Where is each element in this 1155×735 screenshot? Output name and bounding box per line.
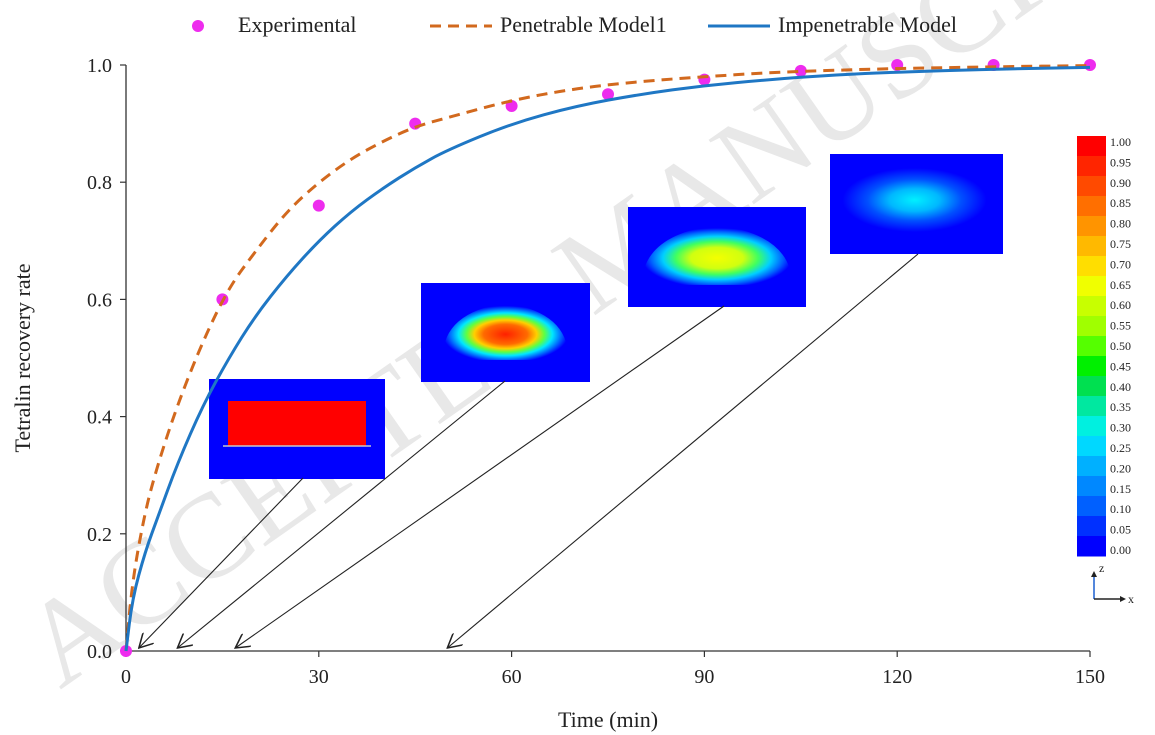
- triad-z-arrowhead: [1091, 571, 1097, 577]
- colorbar-cell: [1077, 276, 1106, 297]
- colorbar-label: 0.80: [1110, 217, 1131, 231]
- y-tick-label: 0.4: [87, 407, 112, 429]
- penetrable-model-line: [124, 64, 1091, 652]
- colorbar-label: 0.30: [1110, 421, 1131, 435]
- inset-snapshot-1: [209, 379, 385, 479]
- colorbar-label: 1.00: [1110, 135, 1131, 149]
- y-tick-label: 0.2: [87, 524, 112, 546]
- colorbar-cell: [1077, 316, 1106, 337]
- inset-snapshot-2: [421, 283, 590, 382]
- colorbar-cell: [1077, 376, 1106, 397]
- y-tick-label: 1.0: [87, 55, 112, 77]
- experimental-point: [312, 199, 325, 212]
- colorbar-cell: [1077, 336, 1106, 357]
- colorbar-label: 0.55: [1110, 319, 1131, 333]
- data-series: [120, 59, 1096, 657]
- x-tick-label: 60: [502, 666, 522, 688]
- inset-arrow: [177, 380, 506, 648]
- colorbar-cell: [1077, 236, 1106, 257]
- y-tick-label: 0.0: [87, 641, 112, 663]
- x-tick-label: 150: [1075, 666, 1105, 688]
- colorbar-label: 0.40: [1110, 380, 1131, 394]
- legend-label: Penetrable Model1: [500, 12, 667, 37]
- inset-concentration-band: [642, 225, 792, 285]
- legend-marker-experimental: [192, 20, 204, 32]
- inset-concentration-spot: [842, 168, 987, 232]
- colorbar: 1.00 0.95 0.90 0.85 0.80 0.75 0.70 0.65 0.60 0.55…: [1077, 135, 1134, 606]
- colorbar-label: 0.10: [1110, 502, 1131, 516]
- plot-axes: 0 30 60 90 120 150 0.0 0.2 0.4 0.6 0.8 1.0: [87, 55, 1105, 688]
- inset-snapshot-4: [830, 154, 1003, 254]
- impenetrable-model-line: [124, 65, 1091, 652]
- colorbar-label: 0.05: [1110, 523, 1131, 537]
- colorbar-cell: [1077, 516, 1106, 537]
- x-tick-label: 120: [882, 666, 912, 688]
- colorbar-cell: [1077, 296, 1106, 317]
- legend-label: Impenetrable Model: [778, 12, 957, 37]
- colorbar-label: 0.20: [1110, 461, 1131, 475]
- experimental-point: [794, 64, 807, 77]
- inset-hot-region: [228, 401, 366, 446]
- inset-arrow: [139, 477, 304, 648]
- inset-arrow: [447, 253, 919, 648]
- inset-snapshots: [209, 154, 1003, 479]
- colorbar-cell: [1077, 536, 1106, 557]
- colorbar-cell: [1077, 356, 1106, 377]
- colorbar-label: 0.15: [1110, 482, 1131, 496]
- colorbar-cell: [1077, 416, 1106, 437]
- colorbar-cell: [1077, 216, 1106, 237]
- inset-snapshot-3: [628, 207, 806, 307]
- colorbar-cell: [1077, 436, 1106, 457]
- colorbar-label: 0.65: [1110, 278, 1131, 292]
- colorbar-label: 0.70: [1110, 257, 1131, 271]
- colorbar-label: 0.45: [1110, 359, 1131, 373]
- colorbar-label: 0.50: [1110, 339, 1131, 353]
- x-tick-label: 90: [694, 666, 714, 688]
- colorbar-cell: [1077, 476, 1106, 497]
- y-tick-label: 0.6: [87, 289, 112, 311]
- x-axis-title: Time (min): [558, 707, 658, 732]
- y-axis-title: Tetralin recovery rate: [10, 263, 35, 452]
- colorbar-label: 0.90: [1110, 176, 1131, 190]
- colorbar-cell: [1077, 196, 1106, 217]
- colorbar-cell: [1077, 456, 1106, 477]
- colorbar-label: 0.60: [1110, 298, 1131, 312]
- x-tick-label: 30: [309, 666, 329, 688]
- triad-z-label: z: [1099, 561, 1104, 575]
- colorbar-cell: [1077, 136, 1106, 157]
- inset-arrows: [139, 253, 919, 648]
- inset-arrow: [235, 305, 725, 648]
- inset-concentration-band: [442, 303, 569, 360]
- legend-label: Experimental: [238, 12, 357, 37]
- legend: Experimental Penetrable Model1 Impenetrabl…: [192, 12, 957, 37]
- colorbar-label: 0.00: [1110, 543, 1131, 557]
- colorbar-cell: [1077, 156, 1106, 177]
- experimental-point: [602, 88, 614, 101]
- colorbar-label: 0.25: [1110, 441, 1131, 455]
- triad-x-label: x: [1128, 592, 1134, 606]
- colorbar-label: 0.35: [1110, 400, 1131, 414]
- colorbar-label: 0.75: [1110, 237, 1131, 251]
- triad-x-arrowhead: [1120, 596, 1126, 602]
- colorbar-cell: [1077, 256, 1106, 277]
- x-tick-label: 0: [121, 666, 131, 688]
- colorbar-label: 0.95: [1110, 155, 1131, 169]
- colorbar-label: 0.85: [1110, 196, 1131, 210]
- colorbar-cell: [1077, 176, 1106, 197]
- colorbar-cell: [1077, 496, 1106, 517]
- colorbar-cell: [1077, 396, 1106, 417]
- y-tick-label: 0.8: [87, 172, 112, 194]
